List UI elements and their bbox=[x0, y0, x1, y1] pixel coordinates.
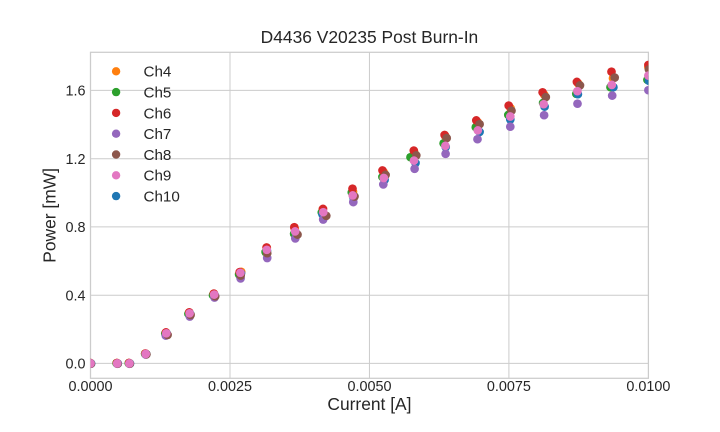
svg-text:Ch7: Ch7 bbox=[144, 126, 172, 143]
svg-text:0.8: 0.8 bbox=[65, 220, 85, 236]
svg-text:0.0025: 0.0025 bbox=[208, 379, 252, 395]
svg-text:0.4: 0.4 bbox=[65, 288, 85, 304]
svg-text:0.0075: 0.0075 bbox=[487, 379, 531, 395]
svg-text:1.6: 1.6 bbox=[65, 84, 85, 100]
svg-text:0.0050: 0.0050 bbox=[347, 379, 391, 395]
svg-text:0.0000: 0.0000 bbox=[68, 379, 112, 395]
svg-text:Ch10: Ch10 bbox=[144, 189, 180, 206]
svg-text:D4436 V20235 Post Burn-In: D4436 V20235 Post Burn-In bbox=[261, 27, 479, 47]
svg-text:1.2: 1.2 bbox=[65, 152, 85, 168]
svg-text:Ch9: Ch9 bbox=[144, 168, 172, 185]
svg-text:Ch4: Ch4 bbox=[144, 64, 172, 81]
svg-text:Ch5: Ch5 bbox=[144, 85, 172, 102]
svg-text:0.0: 0.0 bbox=[65, 357, 85, 373]
svg-text:Ch6: Ch6 bbox=[144, 105, 172, 122]
svg-text:Power [mW]: Power [mW] bbox=[39, 168, 59, 263]
svg-text:0.0100: 0.0100 bbox=[626, 379, 670, 395]
svg-text:Current [A]: Current [A] bbox=[327, 394, 411, 414]
svg-text:Ch8: Ch8 bbox=[144, 147, 172, 164]
